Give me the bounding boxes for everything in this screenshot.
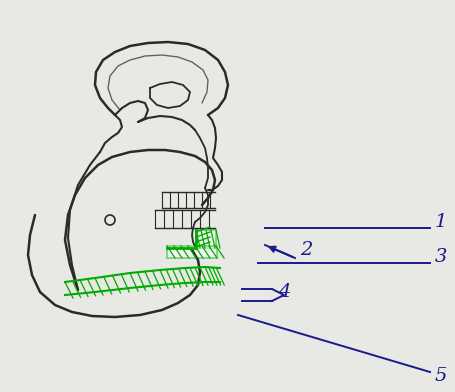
Text: 4: 4 <box>278 283 290 301</box>
Text: 5: 5 <box>434 367 446 385</box>
Bar <box>196 230 216 248</box>
Text: 2: 2 <box>299 241 312 259</box>
Text: 3: 3 <box>434 248 446 266</box>
Text: 1: 1 <box>434 213 446 231</box>
Bar <box>167 246 217 258</box>
